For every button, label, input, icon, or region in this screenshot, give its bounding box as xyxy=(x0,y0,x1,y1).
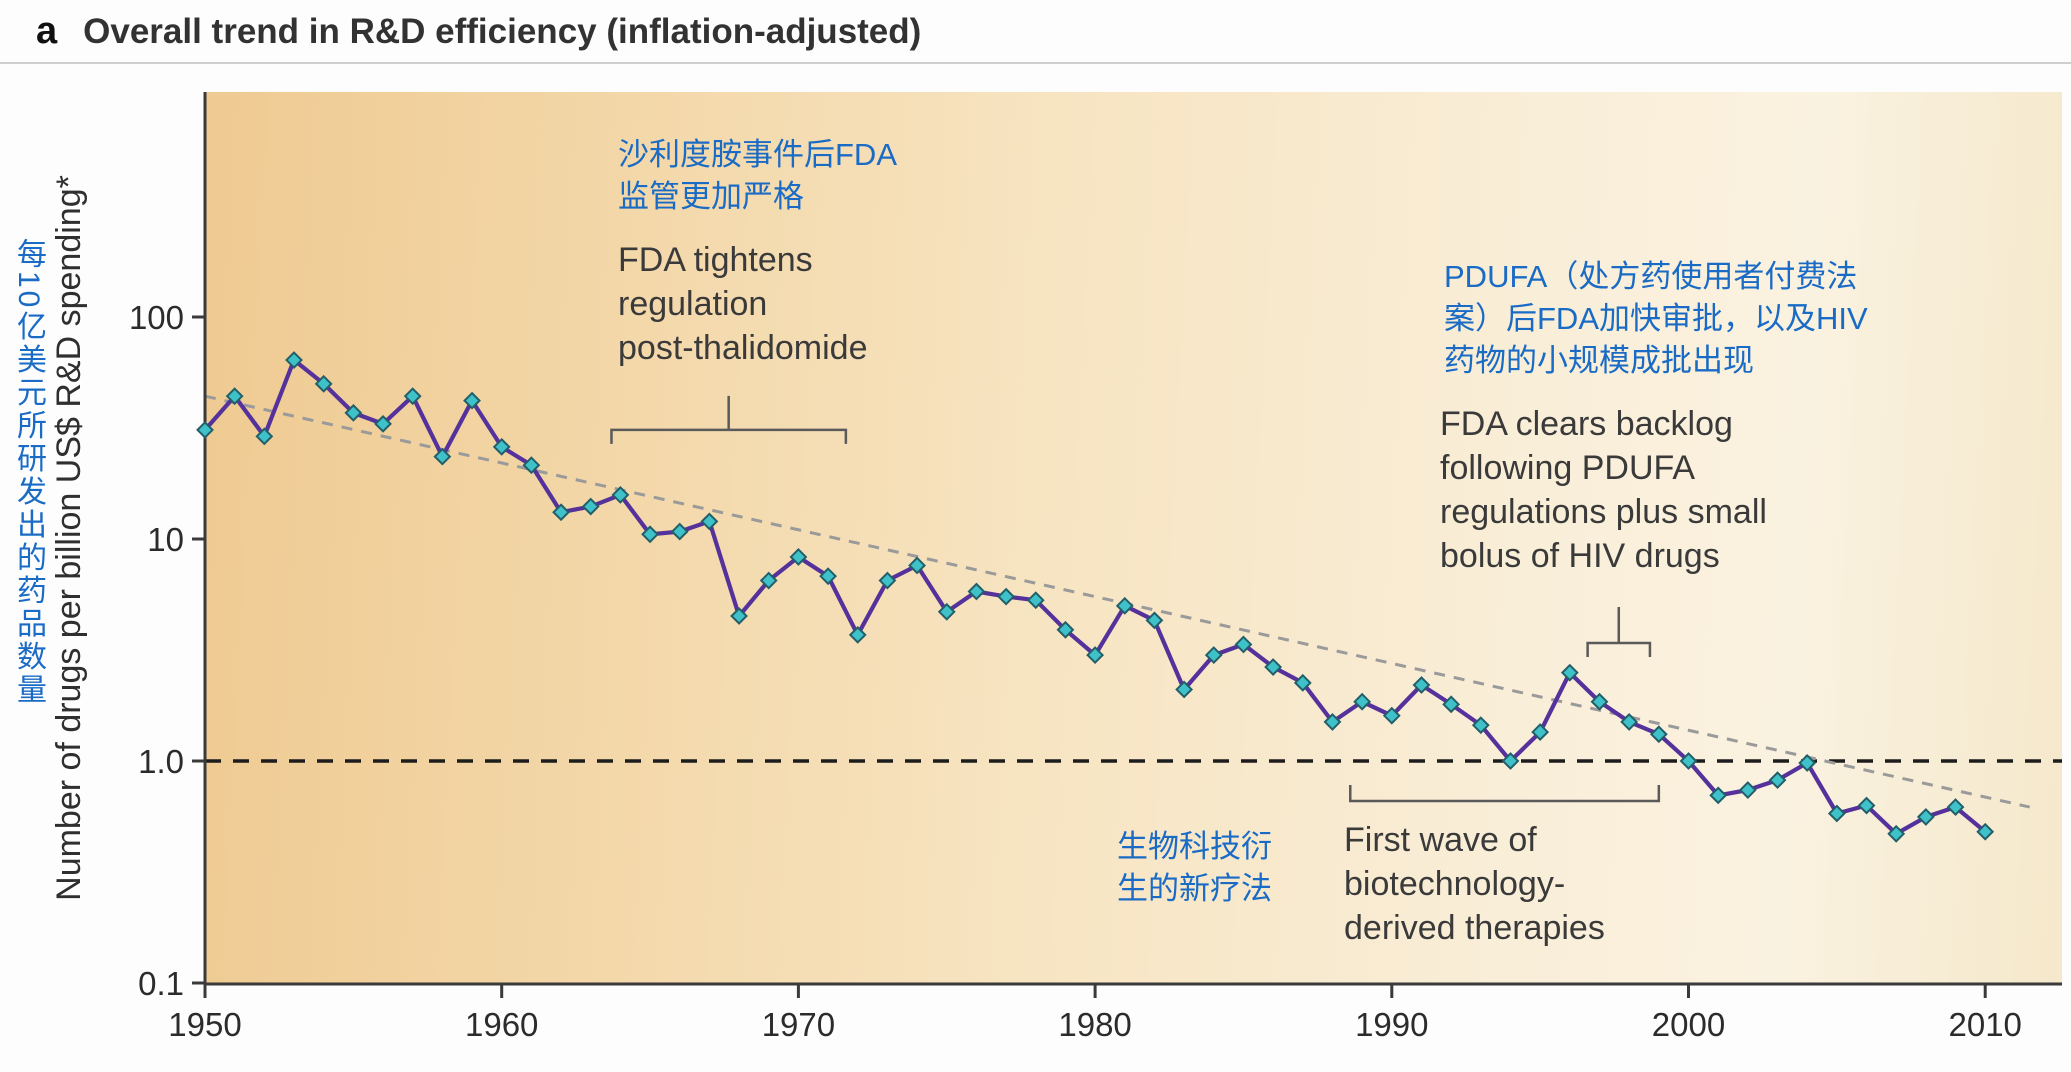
data-point-marker xyxy=(730,607,748,625)
data-point-marker xyxy=(463,391,481,410)
title-divider xyxy=(0,62,2071,64)
brackets-group xyxy=(610,395,1661,803)
data-point-marker xyxy=(967,582,986,601)
y-tick-label: 0.1 xyxy=(138,965,184,1002)
data-point-marker xyxy=(1620,712,1639,731)
data-point-marker xyxy=(819,567,837,586)
data-point-marker xyxy=(1560,663,1579,682)
data-point-marker xyxy=(1590,692,1609,711)
data-point-marker xyxy=(403,387,422,406)
y-axis-label-en: Number of drugs per billion US$ R&D spen… xyxy=(50,175,88,901)
annotation-thalidomide-en: FDA tightens regulation post-thalidomide xyxy=(618,241,868,367)
annotation-thalidomide-cn: 沙利度胺事件后FDA 监管更加严格 xyxy=(618,137,897,214)
data-point-marker xyxy=(1887,824,1906,843)
annotation-bracket-pdufa xyxy=(1586,607,1652,658)
data-point-marker xyxy=(1798,754,1817,772)
data-point-marker xyxy=(1946,798,1965,817)
data-point-marker xyxy=(314,374,333,393)
data-point-marker xyxy=(1738,781,1757,799)
x-tick-label: 1980 xyxy=(1058,1006,1131,1043)
data-point-marker xyxy=(1501,752,1520,770)
annotation-pdufa-cn: PDUFA（处方药使用者付费法 案）后FDA加快审批，以及HIV 药物的小规模成… xyxy=(1444,259,1868,378)
x-tick-label: 1990 xyxy=(1355,1006,1428,1043)
data-point-marker xyxy=(522,456,541,475)
data-point-marker xyxy=(1976,822,1995,841)
data-point-marker xyxy=(1531,723,1550,741)
series-group xyxy=(196,351,1995,843)
x-tick-label: 1950 xyxy=(168,1006,241,1043)
data-point-marker xyxy=(1175,680,1194,699)
data-point-marker xyxy=(1709,786,1728,805)
data-point-marker xyxy=(670,522,689,541)
x-tick-label: 1970 xyxy=(762,1006,835,1043)
data-point-marker xyxy=(285,351,303,369)
data-point-marker xyxy=(374,414,392,433)
data-point-marker xyxy=(1412,676,1431,694)
data-point-marker xyxy=(759,571,778,590)
data-point-marker xyxy=(789,548,808,566)
data-point-marker xyxy=(1442,695,1461,714)
data-point-marker xyxy=(1827,804,1846,823)
data-point-marker xyxy=(1916,807,1935,826)
data-point-marker xyxy=(641,525,659,544)
data-point-marker xyxy=(1145,611,1164,630)
data-point-marker xyxy=(196,421,214,439)
data-point-marker xyxy=(1323,712,1342,731)
y-axis-label-cn: 每10亿美元所研发出的药品数量 xyxy=(12,238,45,707)
annotation-bracket-biotech xyxy=(1349,785,1661,803)
y-tick-label: 10 xyxy=(147,521,184,558)
y-tick-label: 1.0 xyxy=(138,743,184,780)
data-point-marker xyxy=(848,625,867,644)
data-point-marker xyxy=(1382,706,1401,725)
data-point-marker xyxy=(1857,796,1876,815)
annotation-pdufa-en: FDA clears backlog following PDUFA regul… xyxy=(1440,405,1767,575)
data-point-marker xyxy=(1768,771,1787,790)
figure-header: a Overall trend in R&D efficiency (infla… xyxy=(36,10,921,53)
data-point-marker xyxy=(1649,725,1668,744)
data-point-marker xyxy=(581,497,600,516)
y-tick-label: 100 xyxy=(129,299,184,336)
panel-label: a xyxy=(36,10,58,52)
tick-labels-group: 100 10 1.0 0.1 1950 1960 1970 1980 1990 2000 2010 xyxy=(129,299,2022,1043)
data-point-marker xyxy=(492,437,511,456)
data-point-marker xyxy=(1264,658,1283,676)
axes-group xyxy=(192,92,2062,998)
data-point-marker xyxy=(908,556,926,575)
data-point-marker xyxy=(700,512,719,531)
data-point-marker xyxy=(344,403,363,422)
x-tick-label: 2010 xyxy=(1948,1006,2021,1043)
data-point-marker xyxy=(255,427,274,446)
data-point-marker xyxy=(225,387,244,406)
data-point-marker xyxy=(1293,673,1312,692)
plot-background xyxy=(205,92,2062,984)
data-point-marker xyxy=(1056,620,1075,639)
data-point-marker xyxy=(611,485,630,504)
data-point-marker xyxy=(997,587,1016,606)
data-point-marker xyxy=(937,602,956,621)
data-point-marker xyxy=(1086,646,1105,664)
x-tick-label: 2000 xyxy=(1652,1006,1725,1043)
data-point-marker xyxy=(1204,646,1223,664)
figure-title: Overall trend in R&D efficiency (inflati… xyxy=(83,12,922,51)
data-point-marker xyxy=(552,503,570,522)
annotation-biotech-en: First wave of biotechnology- derived the… xyxy=(1344,821,1605,947)
data-point-marker xyxy=(1679,752,1698,770)
data-point-marker xyxy=(1026,591,1045,610)
annotation-bracket-thalidomide xyxy=(610,395,848,444)
data-point-marker xyxy=(878,571,897,590)
data-point-marker xyxy=(1115,596,1134,615)
data-point-marker xyxy=(1353,692,1372,711)
data-point-marker xyxy=(1471,716,1490,735)
x-tick-label: 1960 xyxy=(465,1006,538,1043)
annotation-biotech-cn: 生物科技衍 生的新疗法 xyxy=(1117,829,1272,906)
data-point-marker xyxy=(433,447,452,466)
data-point-marker xyxy=(1234,635,1253,654)
